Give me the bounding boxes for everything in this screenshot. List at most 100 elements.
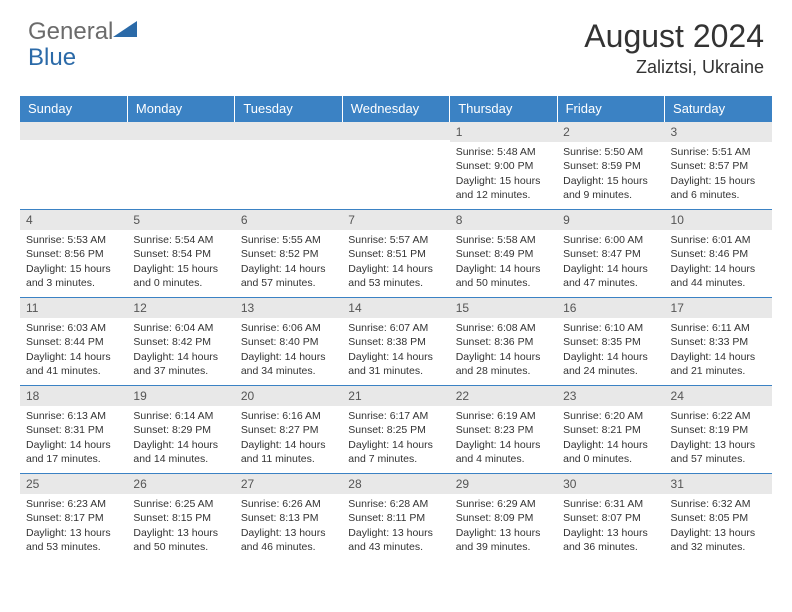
calendar-day-cell: 1Sunrise: 5:48 AMSunset: 9:00 PMDaylight… xyxy=(450,122,557,210)
day-content: Sunrise: 6:23 AMSunset: 8:17 PMDaylight:… xyxy=(20,494,127,558)
day-header: Sunday xyxy=(20,96,127,122)
sunset-line: Sunset: 8:05 PM xyxy=(671,511,766,525)
sunset-line: Sunset: 8:59 PM xyxy=(563,159,658,173)
calendar-day-cell: 15Sunrise: 6:08 AMSunset: 8:36 PMDayligh… xyxy=(450,298,557,386)
calendar-week-row: 18Sunrise: 6:13 AMSunset: 8:31 PMDayligh… xyxy=(20,386,772,474)
sunset-line: Sunset: 8:52 PM xyxy=(241,247,336,261)
calendar-table: SundayMondayTuesdayWednesdayThursdayFrid… xyxy=(20,96,772,562)
day-content: Sunrise: 6:26 AMSunset: 8:13 PMDaylight:… xyxy=(235,494,342,558)
day-content: Sunrise: 5:57 AMSunset: 8:51 PMDaylight:… xyxy=(342,230,449,294)
day-content: Sunrise: 6:17 AMSunset: 8:25 PMDaylight:… xyxy=(342,406,449,470)
day-number: 14 xyxy=(342,298,449,318)
day-content: Sunrise: 6:20 AMSunset: 8:21 PMDaylight:… xyxy=(557,406,664,470)
calendar-day-cell: 18Sunrise: 6:13 AMSunset: 8:31 PMDayligh… xyxy=(20,386,127,474)
daylight-line: Daylight: 14 hours and 7 minutes. xyxy=(348,438,443,466)
sunrise-line: Sunrise: 6:00 AM xyxy=(563,233,658,247)
sunrise-line: Sunrise: 6:03 AM xyxy=(26,321,121,335)
day-content: Sunrise: 6:14 AMSunset: 8:29 PMDaylight:… xyxy=(127,406,234,470)
title-block: August 2024 Zaliztsi, Ukraine xyxy=(584,18,764,78)
day-header: Wednesday xyxy=(342,96,449,122)
day-number: 26 xyxy=(127,474,234,494)
sunset-line: Sunset: 8:36 PM xyxy=(456,335,551,349)
day-content: Sunrise: 5:53 AMSunset: 8:56 PMDaylight:… xyxy=(20,230,127,294)
calendar-day-cell: 30Sunrise: 6:31 AMSunset: 8:07 PMDayligh… xyxy=(557,474,664,562)
day-number xyxy=(127,122,234,140)
day-number: 31 xyxy=(665,474,772,494)
sunset-line: Sunset: 8:15 PM xyxy=(133,511,228,525)
calendar-day-cell: 16Sunrise: 6:10 AMSunset: 8:35 PMDayligh… xyxy=(557,298,664,386)
daylight-line: Daylight: 15 hours and 3 minutes. xyxy=(26,262,121,290)
calendar-day-cell: 24Sunrise: 6:22 AMSunset: 8:19 PMDayligh… xyxy=(665,386,772,474)
day-number xyxy=(342,122,449,140)
calendar-day-cell: 9Sunrise: 6:00 AMSunset: 8:47 PMDaylight… xyxy=(557,210,664,298)
daylight-line: Daylight: 13 hours and 39 minutes. xyxy=(456,526,551,554)
daylight-line: Daylight: 14 hours and 11 minutes. xyxy=(241,438,336,466)
calendar-week-row: 11Sunrise: 6:03 AMSunset: 8:44 PMDayligh… xyxy=(20,298,772,386)
day-content: Sunrise: 6:19 AMSunset: 8:23 PMDaylight:… xyxy=(450,406,557,470)
day-number: 16 xyxy=(557,298,664,318)
day-number: 5 xyxy=(127,210,234,230)
day-number: 19 xyxy=(127,386,234,406)
calendar-day-cell: 20Sunrise: 6:16 AMSunset: 8:27 PMDayligh… xyxy=(235,386,342,474)
day-number: 10 xyxy=(665,210,772,230)
sunrise-line: Sunrise: 6:11 AM xyxy=(671,321,766,335)
calendar-day-cell: 21Sunrise: 6:17 AMSunset: 8:25 PMDayligh… xyxy=(342,386,449,474)
sunrise-line: Sunrise: 6:07 AM xyxy=(348,321,443,335)
sunset-line: Sunset: 8:09 PM xyxy=(456,511,551,525)
calendar-day-cell: 3Sunrise: 5:51 AMSunset: 8:57 PMDaylight… xyxy=(665,122,772,210)
sunrise-line: Sunrise: 6:31 AM xyxy=(563,497,658,511)
sunrise-line: Sunrise: 6:04 AM xyxy=(133,321,228,335)
sunrise-line: Sunrise: 5:58 AM xyxy=(456,233,551,247)
month-title: August 2024 xyxy=(584,18,764,55)
sunrise-line: Sunrise: 6:01 AM xyxy=(671,233,766,247)
sunset-line: Sunset: 8:21 PM xyxy=(563,423,658,437)
day-number xyxy=(20,122,127,140)
sunset-line: Sunset: 8:38 PM xyxy=(348,335,443,349)
day-number: 15 xyxy=(450,298,557,318)
day-content: Sunrise: 5:51 AMSunset: 8:57 PMDaylight:… xyxy=(665,142,772,206)
sunrise-line: Sunrise: 5:57 AM xyxy=(348,233,443,247)
day-content: Sunrise: 5:58 AMSunset: 8:49 PMDaylight:… xyxy=(450,230,557,294)
day-number: 13 xyxy=(235,298,342,318)
calendar-body: 1Sunrise: 5:48 AMSunset: 9:00 PMDaylight… xyxy=(20,122,772,562)
day-content: Sunrise: 6:03 AMSunset: 8:44 PMDaylight:… xyxy=(20,318,127,382)
daylight-line: Daylight: 14 hours and 34 minutes. xyxy=(241,350,336,378)
calendar-day-cell: 17Sunrise: 6:11 AMSunset: 8:33 PMDayligh… xyxy=(665,298,772,386)
sunrise-line: Sunrise: 6:17 AM xyxy=(348,409,443,423)
sunset-line: Sunset: 8:13 PM xyxy=(241,511,336,525)
day-number: 4 xyxy=(20,210,127,230)
sunset-line: Sunset: 8:31 PM xyxy=(26,423,121,437)
day-number: 28 xyxy=(342,474,449,494)
day-header: Thursday xyxy=(450,96,557,122)
day-content: Sunrise: 5:48 AMSunset: 9:00 PMDaylight:… xyxy=(450,142,557,206)
sunset-line: Sunset: 8:11 PM xyxy=(348,511,443,525)
daylight-line: Daylight: 15 hours and 0 minutes. xyxy=(133,262,228,290)
day-number: 18 xyxy=(20,386,127,406)
day-number: 2 xyxy=(557,122,664,142)
day-header: Saturday xyxy=(665,96,772,122)
daylight-line: Daylight: 14 hours and 14 minutes. xyxy=(133,438,228,466)
calendar-day-cell xyxy=(20,122,127,210)
day-header: Monday xyxy=(127,96,234,122)
day-number: 20 xyxy=(235,386,342,406)
daylight-line: Daylight: 14 hours and 53 minutes. xyxy=(348,262,443,290)
daylight-line: Daylight: 14 hours and 21 minutes. xyxy=(671,350,766,378)
calendar-day-cell: 26Sunrise: 6:25 AMSunset: 8:15 PMDayligh… xyxy=(127,474,234,562)
sunrise-line: Sunrise: 6:06 AM xyxy=(241,321,336,335)
day-content: Sunrise: 6:01 AMSunset: 8:46 PMDaylight:… xyxy=(665,230,772,294)
calendar-day-cell: 13Sunrise: 6:06 AMSunset: 8:40 PMDayligh… xyxy=(235,298,342,386)
sunset-line: Sunset: 8:27 PM xyxy=(241,423,336,437)
calendar-day-cell: 8Sunrise: 5:58 AMSunset: 8:49 PMDaylight… xyxy=(450,210,557,298)
calendar-day-cell: 31Sunrise: 6:32 AMSunset: 8:05 PMDayligh… xyxy=(665,474,772,562)
daylight-line: Daylight: 15 hours and 9 minutes. xyxy=(563,174,658,202)
header: General August 2024 Zaliztsi, Ukraine xyxy=(0,0,792,88)
sunset-line: Sunset: 8:35 PM xyxy=(563,335,658,349)
calendar-day-cell: 14Sunrise: 6:07 AMSunset: 8:38 PMDayligh… xyxy=(342,298,449,386)
daylight-line: Daylight: 15 hours and 12 minutes. xyxy=(456,174,551,202)
brand-logo: General xyxy=(28,18,141,46)
sunset-line: Sunset: 8:42 PM xyxy=(133,335,228,349)
brand-part2: Blue xyxy=(28,44,76,71)
sunset-line: Sunset: 8:46 PM xyxy=(671,247,766,261)
day-content: Sunrise: 6:04 AMSunset: 8:42 PMDaylight:… xyxy=(127,318,234,382)
day-number: 24 xyxy=(665,386,772,406)
